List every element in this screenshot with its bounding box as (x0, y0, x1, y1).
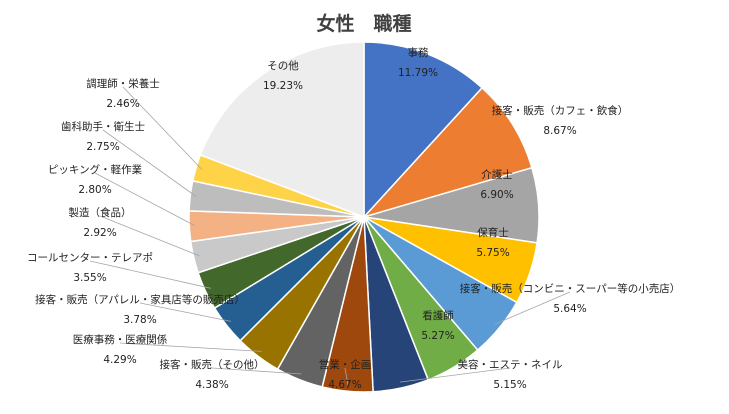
slice-value-label-8: 4.38% (195, 379, 228, 391)
leader-line-10 (139, 302, 232, 322)
slice-value-label-11: 3.55% (73, 272, 106, 284)
slice-value-label-15: 2.46% (106, 98, 139, 110)
slice-value-label-7: 4.67% (328, 379, 361, 391)
slice-value-label-12: 2.92% (83, 227, 116, 239)
slice-value-label-5: 5.27% (421, 330, 454, 342)
pie-slice-16 (199, 41, 365, 219)
leader-line-4 (494, 291, 571, 325)
slice-value-label-3: 5.75% (476, 247, 509, 259)
leader-line-15 (122, 86, 203, 170)
leader-line-8 (211, 367, 302, 375)
slice-name-label-5: 看護師 (422, 309, 454, 322)
slice-name-label-4: 接客・販売（コンビニ・スーパー等の小売店） (460, 282, 680, 295)
slice-name-label-15: 調理師・栄養士 (86, 77, 160, 90)
slice-value-label-6: 5.15% (493, 379, 526, 391)
slice-value-label-16: 19.23% (263, 80, 303, 92)
slice-name-label-8: 接客・販売（その他） (160, 358, 265, 371)
slice-value-label-4: 5.64% (553, 303, 586, 315)
slice-value-label-0: 11.79% (398, 67, 438, 79)
slice-name-label-10: 接客・販売（アパレル・家具店等の販売店） (35, 293, 245, 306)
pie-slice-0 (363, 41, 484, 219)
leader-line-6 (399, 367, 511, 383)
slice-value-label-13: 2.80% (78, 184, 111, 196)
leader-lines-group (89, 86, 571, 386)
slice-value-label-10: 3.78% (123, 314, 156, 326)
leader-line-14 (102, 129, 197, 197)
leader-line-12 (99, 215, 200, 257)
leader-line-13 (94, 172, 196, 227)
leader-line-9 (119, 342, 262, 352)
slice-name-label-0: 事務 (408, 46, 429, 59)
slice-name-label-2: 介護士 (481, 168, 513, 181)
slice-name-label-16: その他 (267, 59, 299, 72)
slice-name-label-1: 接客・販売（カフェ・飲食） (492, 104, 629, 117)
slice-name-label-12: 製造（食品） (69, 206, 132, 219)
slice-value-label-1: 8.67% (543, 125, 576, 137)
slice-name-label-14: 歯科助手・衛生士 (61, 120, 145, 133)
slice-name-label-3: 保育士 (477, 226, 509, 239)
pie-slice-1 (361, 86, 533, 219)
leader-line-11 (89, 260, 211, 289)
slice-name-label-6: 美容・エステ・ネイル (458, 358, 563, 371)
leader-line-7 (344, 367, 349, 386)
slice-value-label-9: 4.29% (103, 354, 136, 366)
slice-name-label-11: コールセンター・テレアポ (27, 252, 153, 264)
labels-group: 事務 11.79% 接客・販売（カフェ・飲食） 8.67% 介護士 6.90% 保育士 5.7… (27, 46, 680, 391)
chart-title: 女性 職種 (316, 12, 411, 35)
slice-name-label-13: ピッキング・軽作業 (48, 163, 143, 176)
slice-name-label-7: 営業・企画 (319, 358, 372, 371)
slices-group (188, 41, 540, 393)
slice-value-label-2: 6.90% (480, 189, 513, 201)
slice-name-label-9: 医療事務・医療関係 (73, 333, 168, 346)
slice-value-label-14: 2.75% (86, 141, 119, 153)
